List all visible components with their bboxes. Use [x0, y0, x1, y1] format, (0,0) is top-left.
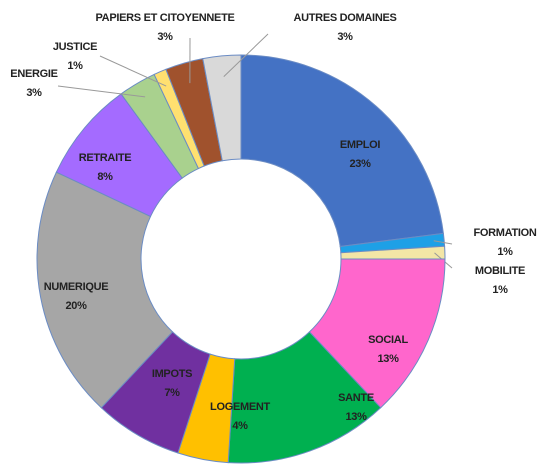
- slice-label: SANTE: [338, 392, 374, 404]
- value-label: 1%: [67, 60, 83, 72]
- slice-label: ENERGIE: [10, 68, 57, 80]
- value-label: 1%: [497, 246, 513, 258]
- slice: [202, 54, 242, 162]
- value-label: 8%: [97, 171, 113, 183]
- value-label: 23%: [349, 158, 371, 170]
- value-label: 3%: [337, 31, 353, 43]
- leader-line: [223, 33, 269, 77]
- slice-label: MOBILITE: [475, 265, 525, 277]
- value-label: 3%: [157, 31, 173, 43]
- slice-label: SOCIAL: [368, 334, 408, 346]
- slice-label: NUMERIQUE: [44, 281, 109, 293]
- leader-line: [99, 55, 167, 87]
- value-label: 20%: [65, 300, 87, 312]
- slice-label: AUTRES DOMAINES: [293, 12, 396, 24]
- value-label: 1%: [492, 284, 508, 296]
- leader-line: [433, 240, 453, 245]
- slice-label: EMPLOI: [340, 139, 381, 151]
- slice-label: LOGEMENT: [210, 401, 271, 413]
- slice-label: FORMATION: [473, 227, 536, 239]
- slice-label: PAPIERS ET CITOYENNETE: [95, 12, 234, 24]
- slice: [240, 54, 444, 248]
- value-label: 4%: [232, 420, 248, 432]
- value-label: 13%: [377, 353, 399, 365]
- slice-label: RETRAITE: [79, 152, 132, 164]
- leader-line: [57, 85, 146, 98]
- value-label: 7%: [164, 387, 180, 399]
- value-label: 3%: [26, 87, 42, 99]
- slice-label: IMPOTS: [152, 368, 192, 380]
- slice-label: JUSTICE: [53, 41, 97, 53]
- slice: [36, 171, 174, 409]
- value-label: 13%: [345, 411, 367, 423]
